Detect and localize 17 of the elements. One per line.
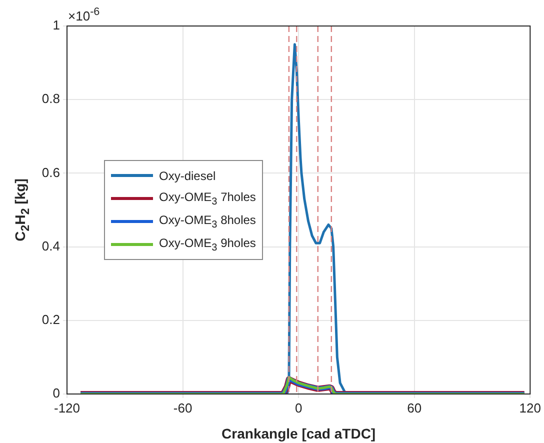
x-tick-label: -120 — [54, 400, 80, 416]
y-tick-label: 0.2 — [42, 312, 60, 327]
x-tick-label: -60 — [173, 400, 192, 416]
y-tick-label: 0.6 — [42, 164, 60, 180]
x-tick-label: 0 — [294, 400, 302, 416]
y-tick-label: 1 — [52, 18, 60, 33]
legend-label: Oxy-OME$_{3}$ 7holes — [159, 190, 256, 208]
x-tick-label: 120 — [519, 400, 542, 416]
y-tick-label: 0.8 — [42, 91, 60, 106]
legend-label: Oxy-OME$_{3}$ 8holes — [159, 212, 256, 230]
x-tick-label: 60 — [407, 400, 422, 416]
y-tick-label: 0 — [52, 386, 60, 401]
legend-label: Oxy-OME$_{3}$ 9holes — [159, 236, 256, 254]
text: ×10$^{-6}$ — [68, 6, 100, 24]
x-axis-title: Crankangle [cad aTDC] — [222, 425, 376, 442]
legend-label: Oxy-diesel — [159, 168, 216, 182]
y-tick-label: 0.4 — [42, 238, 60, 254]
